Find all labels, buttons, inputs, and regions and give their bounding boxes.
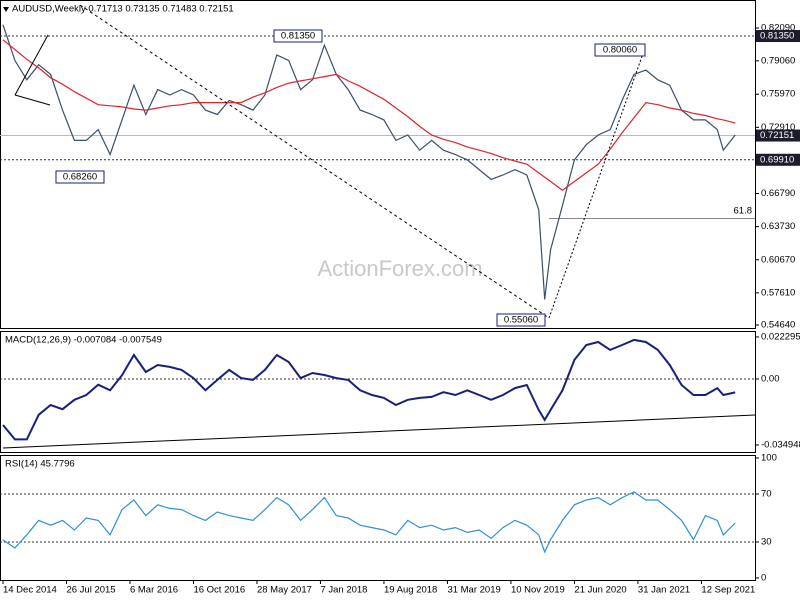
- series-line: [2, 39, 736, 191]
- panel-frame: [0, 0, 756, 329]
- annotation-box: [55, 170, 105, 184]
- watermark: ActionForex.com: [317, 256, 482, 281]
- y-tick-label: 30: [761, 536, 772, 547]
- series-line: [2, 24, 736, 300]
- y-tick-label: 0.72910: [761, 122, 795, 133]
- y-tick-label: 100: [761, 453, 777, 464]
- series-line: [2, 491, 736, 554]
- y-tick-label: 0.00: [761, 374, 780, 385]
- y-tick-label: 0.60670: [761, 254, 795, 265]
- level-label: 0.81350: [760, 31, 794, 42]
- y-tick-label: 70: [761, 489, 772, 500]
- panel-title: RSI(14) 45.7796: [5, 459, 75, 470]
- channel-line: [14, 34, 49, 96]
- y-tick-label: 0: [761, 572, 766, 583]
- panel-title: AUDUSD,Weekly 0.71713 0.73135 0.71483 0.…: [12, 4, 234, 15]
- annotation: 0.68260: [63, 172, 97, 183]
- x-tick-label: 28 May 2017: [257, 585, 312, 596]
- annotation: 0.81350: [281, 31, 315, 42]
- panel-title: MACD(12,26,9) -0.007084 -0.007549: [5, 335, 162, 346]
- level-label-box: [756, 153, 800, 166]
- annotation-box: [594, 43, 646, 57]
- y-tick-label: 0.75970: [761, 89, 795, 100]
- x-tick-label: 21 Jun 2020: [574, 585, 626, 596]
- annotation-box: [496, 313, 546, 327]
- y-tick-label: 0.63730: [761, 221, 795, 232]
- x-tick-label: 7 Jan 2018: [320, 585, 367, 596]
- macd-trend-line: [2, 414, 756, 449]
- level-label: 0.69910: [760, 154, 794, 165]
- x-tick-label: 6 Mar 2016: [130, 585, 178, 596]
- x-tick-label: 12 Sep 2021: [701, 585, 755, 596]
- last-price-label-box: [756, 129, 800, 142]
- x-tick-label: 19 Aug 2018: [384, 585, 437, 596]
- y-tick-label: -0.034948: [761, 439, 800, 450]
- last-price-label: 0.72151: [760, 130, 794, 141]
- channel-line: [14, 94, 51, 106]
- level-label-box: [756, 30, 800, 43]
- y-tick-label: 0.54640: [761, 319, 795, 330]
- panel-frame: [0, 455, 756, 581]
- y-tick-label: 0.66790: [761, 188, 795, 199]
- y-tick-label: 0.79060: [761, 55, 795, 66]
- trend-line: [79, 4, 550, 319]
- x-tick-label: 31 Jan 2021: [638, 585, 690, 596]
- series-line: [2, 338, 736, 441]
- x-tick-label: 16 Oct 2016: [193, 585, 245, 596]
- y-tick-label: 0.022295: [761, 331, 800, 342]
- panel-frame: [0, 331, 756, 453]
- x-tick-label: 26 Jul 2015: [66, 585, 115, 596]
- x-tick-label: 31 Mar 2019: [447, 585, 500, 596]
- menu-triangle: [3, 7, 9, 12]
- y-tick-label: 0.57610: [761, 287, 795, 298]
- x-tick-label: 14 Dec 2014: [3, 585, 57, 596]
- y-tick-label: 0.82090: [761, 23, 795, 34]
- annotation: 0.55060: [504, 315, 538, 326]
- annotation-box: [273, 29, 323, 43]
- fib-label: 61.8: [734, 206, 753, 217]
- x-tick-label: 10 Nov 2019: [511, 585, 565, 596]
- annotation: 0.80060: [603, 45, 637, 56]
